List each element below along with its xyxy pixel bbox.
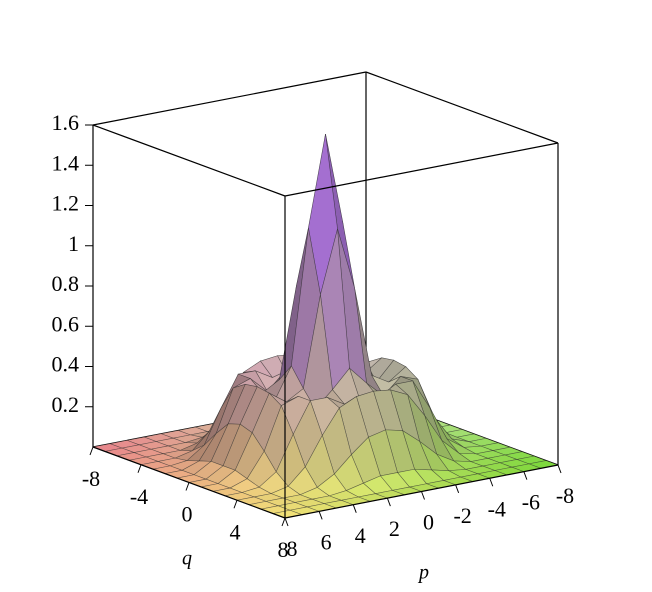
y-tick-label: 8	[287, 536, 298, 561]
z-tick-label: 1.6	[52, 110, 80, 135]
y-tick	[455, 484, 460, 494]
z-tick-label: 0.4	[52, 352, 80, 377]
y-tick-label: -2	[453, 503, 471, 528]
z-tick-label: 1.2	[52, 191, 80, 216]
x-tick	[233, 500, 238, 509]
y-tick-label: 4	[355, 523, 366, 548]
z-tick-label: 0.6	[52, 311, 80, 336]
x-axis-label: q	[182, 548, 192, 570]
y-tick-label: 6	[321, 529, 332, 554]
y-tick-label: -4	[488, 496, 506, 521]
y-tick-label: 0	[423, 510, 434, 535]
z-tick-label: 1	[68, 231, 79, 256]
y-axis-label: p	[417, 562, 429, 584]
y-tick	[557, 464, 562, 474]
x-tick	[137, 464, 142, 473]
x-tick	[89, 446, 94, 456]
x-tick-label: -8	[82, 466, 100, 491]
box-edge	[284, 142, 559, 197]
x-tick	[185, 482, 190, 491]
x-tick	[281, 517, 286, 527]
z-tick-label: 0.8	[52, 271, 80, 296]
x-tick-label: 4	[230, 519, 241, 544]
x-tick-label: 0	[182, 502, 193, 527]
y-tick	[284, 517, 289, 527]
y-tick	[352, 504, 357, 513]
y-tick	[489, 478, 494, 487]
y-tick-label: -6	[522, 490, 540, 515]
y-tick	[421, 491, 425, 500]
x-tick-label: -4	[130, 484, 148, 509]
y-tick	[318, 511, 323, 520]
box-edge	[92, 71, 367, 126]
x-tick-label: 8	[278, 537, 289, 562]
box-edge	[365, 71, 559, 144]
y-tick	[523, 471, 528, 480]
y-tick-label: -8	[556, 483, 574, 508]
z-tick-label: 1.4	[52, 150, 80, 175]
z-tick-label: 0.2	[52, 392, 80, 417]
y-tick-label: 2	[389, 516, 400, 541]
y-tick	[386, 497, 391, 507]
box-edge	[92, 124, 286, 197]
